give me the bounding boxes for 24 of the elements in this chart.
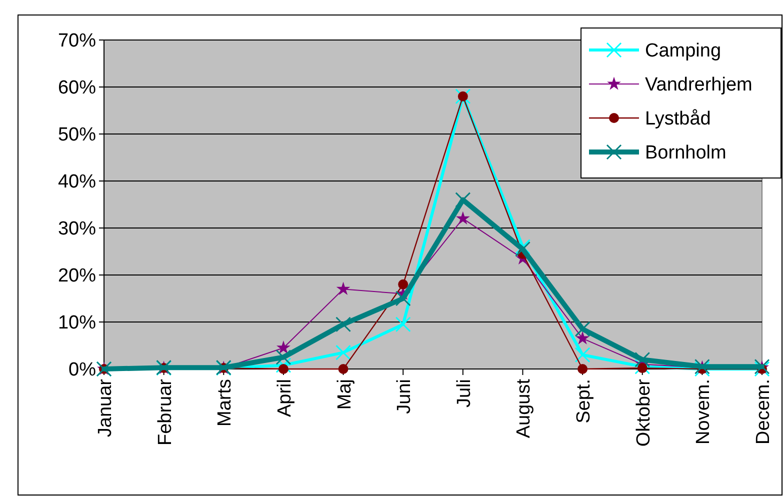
y-tick-label: 30% [58, 218, 96, 240]
y-tick-label: 70% [58, 30, 96, 52]
x-tick-label: Februar [154, 378, 176, 446]
legend-label: Lystbåd [645, 108, 711, 130]
x-tick-label: Novem. [693, 379, 714, 444]
x-tick-label: Decem. [753, 379, 774, 444]
x-tick-label: April [274, 379, 296, 418]
y-tick-label: 20% [58, 266, 96, 287]
y-tick-label: 0% [68, 360, 96, 381]
x-tick-label: August [514, 378, 535, 438]
x-tick-label: Sept. [574, 379, 595, 424]
legend-label: Bornholm [645, 142, 726, 164]
y-tick-label: 60% [58, 78, 96, 99]
legend-label: Vandrerhjem [645, 74, 752, 96]
x-tick-label: Marts [214, 379, 236, 426]
x-tick-label: Maj [334, 379, 356, 410]
x-tick-label: Juli [454, 379, 475, 408]
x-tick-label: Januar [95, 378, 116, 438]
x-tick-label: Juni [394, 379, 416, 414]
legend-label: Camping [645, 40, 722, 62]
y-tick-label: 50% [58, 124, 96, 146]
x-tick-label: Oktober [633, 378, 654, 447]
y-tick-label: 40% [58, 172, 96, 193]
y-tick-label: 10% [58, 312, 96, 334]
